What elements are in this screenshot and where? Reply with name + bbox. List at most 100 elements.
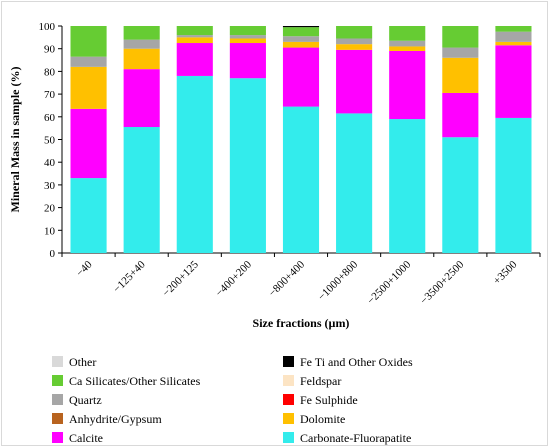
bar-segment-carbonate-fluorapatite — [70, 178, 107, 253]
legend-swatch — [283, 375, 294, 386]
bar-segment-quartz — [495, 31, 532, 42]
bar-segment-quartz — [229, 35, 266, 39]
bar-segment-calcite — [176, 43, 213, 76]
bar-segment-quartz — [442, 47, 479, 58]
y-tick-label: 0 — [50, 248, 56, 260]
bar-segment-carbonate-fluorapatite — [442, 137, 479, 253]
x-tick-label: −1000+800 — [316, 258, 361, 303]
legend-item-dolomite: Dolomite — [283, 412, 345, 426]
bar-segment-calcite — [442, 92, 479, 138]
legend-label: Quartz — [69, 393, 102, 407]
bar-segment-quartz — [70, 56, 107, 67]
x-tick-label: −400+200 — [213, 258, 254, 299]
legend-label: Ca Silicates/Other Silicates — [69, 374, 201, 388]
legend-item-anhydrite-gypsum: Anhydrite/Gypsum — [52, 412, 162, 426]
bar-segment-dolomite — [70, 66, 107, 109]
y-tick-label: 20 — [44, 203, 56, 215]
bar-segment-fe-ti-and-other-oxides — [282, 26, 320, 28]
y-axis-title: Mineral Mass in sample (%) — [8, 67, 22, 213]
legend-swatch — [283, 356, 294, 367]
x-tick-label: −40 — [74, 258, 95, 279]
x-tick-label: −3500+2500 — [418, 258, 467, 307]
x-tick-label: −2500+1000 — [365, 258, 414, 307]
bar-segment-ca-silicates-other-silicates — [389, 26, 426, 41]
y-tick-label: 30 — [44, 180, 56, 192]
legend-label: Calcite — [69, 431, 103, 445]
bar-stack-7 — [389, 26, 426, 253]
bar-segment-quartz — [176, 35, 213, 38]
legend-item-calcite: Calcite — [52, 431, 103, 445]
legend-swatch — [52, 375, 63, 386]
y-tick-label: 10 — [44, 225, 56, 237]
bar-segment-carbonate-fluorapatite — [282, 106, 320, 254]
bar-segment-dolomite — [495, 41, 532, 46]
bar-segment-calcite — [70, 108, 107, 179]
legend: Other Fe Ti and Other Oxides Ca Silicates/… — [52, 355, 413, 445]
legend-label: Fe Sulphide — [300, 393, 358, 407]
bar-stack-9 — [495, 26, 532, 253]
y-tick-label: 70 — [44, 89, 56, 101]
legend-swatch — [52, 413, 63, 424]
bar-stack-6 — [336, 26, 373, 254]
bar-segment-ca-silicates-other-silicates — [336, 26, 373, 39]
legend-item-feldspar: Feldspar — [283, 374, 341, 388]
legend-item-fe-sulphide: Fe Sulphide — [283, 393, 358, 407]
bar-stack-8 — [442, 26, 479, 253]
legend-item-other: Other — [52, 355, 96, 369]
x-tick-label: −200+125 — [160, 258, 201, 299]
bar-segment-quartz — [123, 39, 160, 49]
bar-segment-dolomite — [176, 37, 213, 44]
legend-label: Other — [69, 355, 96, 369]
x-tick-label: +3500 — [491, 258, 520, 287]
x-tick-label: −125+40 — [111, 258, 148, 295]
y-tick-label: 60 — [44, 112, 56, 124]
legend-item-fe-ti-and-other-oxides: Fe Ti and Other Oxides — [283, 355, 413, 369]
bar-stack-3 — [176, 26, 213, 253]
bar-segment-dolomite — [442, 57, 479, 93]
bar-segment-carbonate-fluorapatite — [389, 119, 426, 253]
legend-label: Anhydrite/Gypsum — [69, 412, 162, 426]
legend-swatch — [52, 356, 63, 367]
bar-segment-ca-silicates-other-silicates — [442, 26, 479, 48]
bar-segment-calcite — [336, 49, 373, 114]
bar-segment-calcite — [123, 69, 160, 128]
bar-segment-carbonate-fluorapatite — [495, 117, 532, 253]
bar-stack-2 — [123, 26, 160, 253]
bar-segment-dolomite — [282, 41, 320, 48]
y-tick-label: 40 — [44, 157, 56, 169]
legend-swatch — [283, 394, 294, 405]
legend-label: Dolomite — [300, 412, 345, 426]
bar-segment-carbonate-fluorapatite — [229, 78, 266, 254]
bar-segment-calcite — [282, 47, 320, 107]
bar-segment-calcite — [389, 50, 426, 120]
y-tick-label: 100 — [39, 21, 56, 33]
bar-segment-dolomite — [389, 46, 426, 51]
bar-segment-dolomite — [336, 44, 373, 50]
x-axis-title: Size fractions (µm) — [253, 316, 350, 330]
legend-swatch — [52, 432, 63, 443]
x-tick-labels: −40 −125+40 −200+125 −400+200 −800+400 −1000+… — [74, 258, 520, 307]
x-tick-label: −800+400 — [267, 258, 308, 299]
bar-segment-calcite — [229, 43, 266, 79]
bar-segment-dolomite — [229, 38, 266, 44]
bar-segment-ca-silicates-other-silicates — [176, 26, 213, 36]
legend-item-carbonate-fluorapatite: Carbonate-Fluorapatite — [283, 431, 411, 445]
bar-stack-5 — [282, 26, 320, 254]
legend-item-ca-silicates-other-silicates: Ca Silicates/Other Silicates — [52, 374, 201, 388]
legend-swatch — [52, 394, 63, 405]
x-axis — [61, 252, 541, 257]
bars — [70, 26, 532, 254]
bar-segment-dolomite — [123, 48, 160, 70]
bar-segment-quartz — [389, 40, 426, 47]
legend-swatch — [283, 413, 294, 424]
bar-segment-ca-silicates-other-silicates — [70, 26, 107, 57]
y-tick-label: 80 — [44, 66, 56, 78]
bar-segment-ca-silicates-other-silicates — [123, 26, 160, 40]
y-tick-label: 50 — [44, 135, 56, 147]
bar-segment-carbonate-fluorapatite — [336, 113, 373, 254]
bar-segment-carbonate-fluorapatite — [123, 127, 160, 253]
bar-segment-ca-silicates-other-silicates — [229, 26, 266, 36]
legend-label: Fe Ti and Other Oxides — [300, 355, 413, 369]
bar-segment-quartz — [336, 38, 373, 45]
